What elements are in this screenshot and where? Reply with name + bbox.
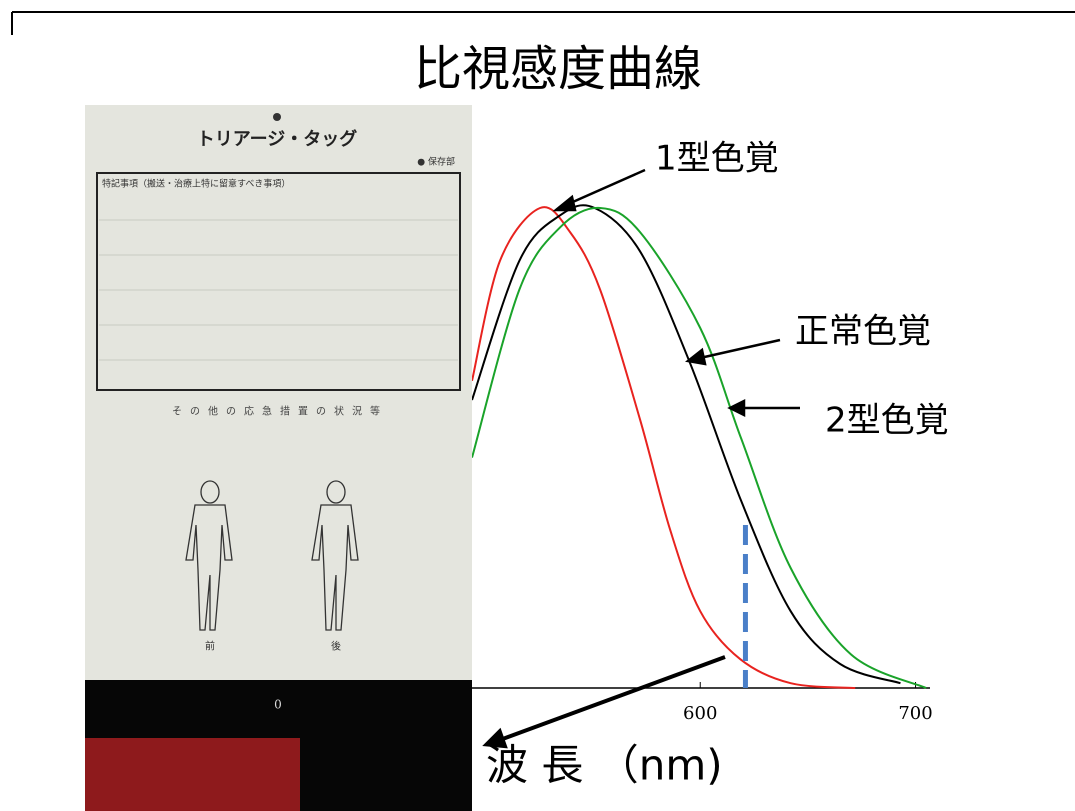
- arrows: [482, 168, 800, 749]
- x-axis-label: 波 長 （nm): [486, 741, 723, 790]
- other-label: その他の応急措置の状況等: [172, 405, 388, 418]
- chart-title: 比視感度曲線: [414, 41, 702, 97]
- x-tick-label: 600: [683, 703, 717, 724]
- notes-heading: 特記事項（搬送・治療上特に留意すべき事項）: [102, 178, 290, 190]
- line-series: [471, 206, 856, 689]
- tag-hole: [273, 113, 281, 121]
- tag-bottom-label: 0: [274, 698, 282, 712]
- x-tick-label: 700: [898, 703, 932, 724]
- line-series: [471, 206, 927, 689]
- photo: トリアージ・タッグ ● 保存部 特記事項（搬送・治療上特に留意すべき事項） その…: [85, 105, 472, 811]
- front-label: 前: [205, 640, 215, 653]
- notes-lines: [99, 219, 458, 361]
- tag-title: トリアージ・タッグ: [197, 128, 358, 150]
- back-label: 後: [331, 640, 341, 653]
- tag-corner: ● 保存部: [417, 156, 455, 168]
- series-label: 正常色覚: [795, 312, 931, 352]
- tag-red: [85, 738, 300, 811]
- notes-box: [96, 172, 461, 391]
- series-label: 1型色覚: [655, 139, 779, 179]
- body-figures: [185, 480, 359, 631]
- tag-paper: [85, 105, 472, 680]
- series-label: 2型色覚: [825, 401, 949, 441]
- line-series: [471, 204, 901, 685]
- plot: 600 700: [471, 204, 933, 724]
